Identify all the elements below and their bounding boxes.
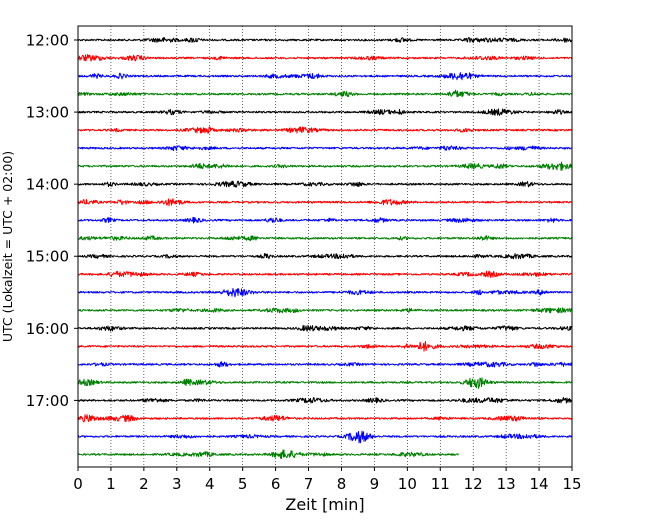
seismic-traces bbox=[77, 36, 573, 460]
y-tick-label-4: 16:00 bbox=[26, 320, 69, 338]
y-axis-ticks: 12:00 13:00 14:00 15:00 16:00 17:00 bbox=[26, 32, 78, 410]
x-tick-label-14: 14 bbox=[530, 475, 549, 493]
y-tick-label-1: 13:00 bbox=[26, 104, 69, 122]
trace-1430 bbox=[77, 216, 573, 224]
trace-1715 bbox=[77, 414, 573, 423]
trace-1245 bbox=[77, 89, 573, 98]
trace-1700 bbox=[77, 397, 573, 404]
x-tick-label-2: 2 bbox=[139, 475, 149, 493]
trace-1315 bbox=[77, 126, 573, 134]
trace-1500 bbox=[77, 252, 573, 260]
x-tick-label-1: 1 bbox=[106, 475, 116, 493]
x-tick-label-9: 9 bbox=[370, 475, 380, 493]
x-tick-label-7: 7 bbox=[304, 475, 314, 493]
x-tick-label-11: 11 bbox=[431, 475, 450, 493]
trace-1200 bbox=[77, 36, 573, 43]
x-tick-label-3: 3 bbox=[172, 475, 182, 493]
trace-1445 bbox=[77, 235, 573, 242]
y-tick-label-2: 14:00 bbox=[26, 176, 69, 194]
x-tick-label-0: 0 bbox=[73, 475, 83, 493]
plot-frame bbox=[77, 25, 573, 468]
x-tick-label-12: 12 bbox=[464, 475, 483, 493]
trace-1630 bbox=[77, 361, 573, 368]
trace-1645 bbox=[77, 377, 573, 389]
y-tick-label-3: 15:00 bbox=[26, 248, 69, 266]
x-tick-label-13: 13 bbox=[497, 475, 516, 493]
trace-1230 bbox=[77, 72, 573, 81]
trace-1345 bbox=[77, 161, 573, 171]
trace-1400 bbox=[77, 180, 573, 188]
x-tick-label-5: 5 bbox=[238, 475, 248, 493]
trace-1615 bbox=[77, 340, 573, 352]
x-tick-label-8: 8 bbox=[337, 475, 347, 493]
x-axis-label: Zeit [min] bbox=[285, 495, 364, 514]
y-axis-label: UTC (Lokalzeit = UTC + 02:00) bbox=[0, 151, 15, 342]
trace-1600 bbox=[77, 324, 573, 332]
x-tick-label-15: 15 bbox=[562, 475, 581, 493]
trace-1300 bbox=[77, 108, 573, 116]
x-axis-ticks: 0 1 2 3 4 5 6 7 8 9 10 11 12 13 14 15 bbox=[73, 467, 582, 493]
y-tick-label-5: 17:00 bbox=[26, 392, 69, 410]
trace-1545 bbox=[77, 307, 573, 314]
x-tick-label-6: 6 bbox=[271, 475, 281, 493]
y-tick-label-0: 12:00 bbox=[26, 32, 69, 50]
x-tick-label-10: 10 bbox=[398, 475, 417, 493]
trace-1330 bbox=[77, 145, 573, 152]
trace-1515 bbox=[77, 270, 573, 278]
trace-1415 bbox=[77, 198, 573, 207]
trace-1730 bbox=[77, 430, 573, 444]
trace-1215 bbox=[77, 54, 573, 62]
x-tick-label-4: 4 bbox=[205, 475, 215, 493]
trace-1530 bbox=[77, 287, 573, 298]
trace-1745 bbox=[77, 449, 459, 460]
